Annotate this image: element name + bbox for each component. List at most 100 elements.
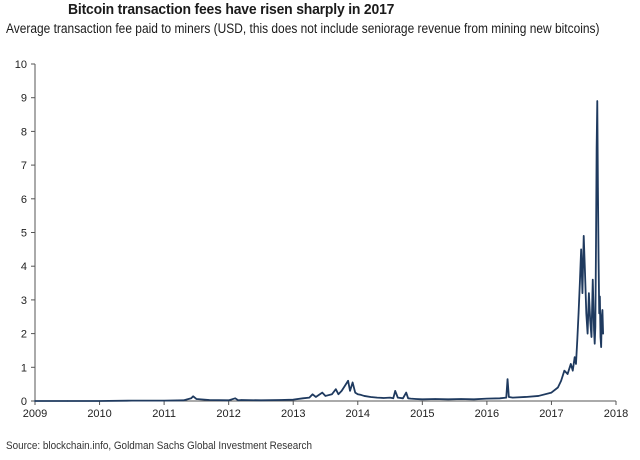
data-point <box>590 336 593 338</box>
data-point <box>447 398 449 400</box>
data-point <box>324 395 327 397</box>
y-tick-label: 4 <box>21 261 27 273</box>
data-point <box>352 381 354 384</box>
data-point <box>579 282 581 284</box>
data-point <box>415 398 417 400</box>
y-tick-label: 2 <box>21 329 27 341</box>
data-point <box>363 395 365 397</box>
chart-axes <box>34 64 616 402</box>
x-tick-label: 2016 <box>475 408 499 420</box>
data-point <box>394 390 396 392</box>
data-point <box>596 147 598 149</box>
data-point <box>572 370 574 372</box>
data-point <box>537 395 540 397</box>
data-point <box>588 292 590 294</box>
data-point <box>98 400 101 402</box>
data-point <box>593 329 595 331</box>
data-point <box>560 380 562 382</box>
data-point <box>575 363 577 365</box>
data-point <box>473 398 475 400</box>
data-point <box>577 312 580 314</box>
data-point <box>315 396 317 398</box>
data-point <box>589 319 591 321</box>
data-point <box>597 188 599 190</box>
data-point <box>308 397 310 399</box>
data-point <box>182 399 185 401</box>
data-point <box>279 399 281 401</box>
data-point <box>486 398 488 400</box>
data-point <box>389 397 391 399</box>
data-point <box>563 370 565 372</box>
y-tick-label: 8 <box>21 126 27 138</box>
data-point <box>595 245 597 247</box>
data-point <box>505 397 507 399</box>
x-tick-label: 2012 <box>216 408 240 420</box>
data-point <box>508 396 510 398</box>
data-point <box>397 397 399 399</box>
data-point <box>228 399 230 401</box>
data-point <box>392 397 394 399</box>
data-point <box>354 391 356 394</box>
data-point <box>596 100 598 102</box>
series-line-0 <box>34 100 604 402</box>
x-tick-label: 2018 <box>604 408 628 420</box>
data-point <box>506 378 509 380</box>
y-tick-label: 5 <box>21 228 27 240</box>
data-point <box>594 326 596 328</box>
data-point <box>557 386 559 389</box>
y-tick-label: 1 <box>21 362 27 374</box>
data-point <box>331 393 333 395</box>
x-tick-label: 2017 <box>539 408 563 420</box>
y-tick-label: 6 <box>21 194 27 206</box>
data-point <box>383 397 385 399</box>
data-point <box>566 373 569 375</box>
data-point <box>337 393 340 395</box>
chart-series <box>34 100 604 402</box>
data-point <box>525 396 527 398</box>
data-point <box>66 400 68 402</box>
data-point <box>335 388 337 390</box>
data-point <box>234 397 236 399</box>
y-tick-label: 0 <box>21 396 27 408</box>
data-point <box>302 397 304 399</box>
data-point <box>349 390 351 392</box>
data-point <box>580 248 582 250</box>
data-point <box>410 398 412 400</box>
x-tick-label: 2013 <box>281 408 305 420</box>
data-point <box>237 399 239 401</box>
data-point <box>195 398 197 400</box>
data-point <box>192 395 194 397</box>
data-point <box>208 399 210 401</box>
data-point <box>407 397 409 399</box>
x-tick-label: 2010 <box>87 408 111 420</box>
data-point <box>601 309 604 311</box>
chart-source-note: Source: blockchain.info, Goldman Sachs G… <box>6 440 312 452</box>
data-point <box>402 397 404 399</box>
data-point <box>376 397 378 399</box>
data-point <box>583 235 585 237</box>
data-point <box>421 398 423 400</box>
data-point <box>601 316 603 318</box>
chart-title: Bitcoin transaction fees have risen shar… <box>68 1 395 18</box>
y-tick-label: 7 <box>21 160 27 172</box>
data-point <box>405 391 407 394</box>
data-point <box>570 363 572 365</box>
data-point <box>512 397 514 399</box>
data-point <box>344 385 346 387</box>
data-point <box>600 346 602 348</box>
data-point <box>598 312 600 314</box>
data-point <box>460 398 462 400</box>
data-point <box>190 397 192 399</box>
data-point <box>602 333 604 335</box>
data-point <box>347 380 349 382</box>
data-point <box>594 343 596 345</box>
data-point <box>499 397 501 399</box>
data-point <box>550 391 553 394</box>
data-point <box>434 398 436 400</box>
data-point <box>370 396 372 398</box>
data-point <box>360 394 362 396</box>
data-point <box>574 356 576 358</box>
data-point <box>341 390 343 392</box>
data-point <box>584 272 586 274</box>
